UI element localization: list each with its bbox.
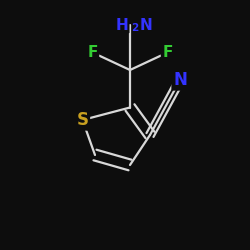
- Text: N: N: [173, 71, 187, 89]
- Text: 2: 2: [131, 23, 138, 33]
- Text: S: S: [76, 111, 88, 129]
- Text: F: F: [87, 45, 98, 60]
- Text: H: H: [116, 18, 129, 32]
- Text: F: F: [162, 45, 173, 60]
- Text: N: N: [140, 18, 153, 32]
